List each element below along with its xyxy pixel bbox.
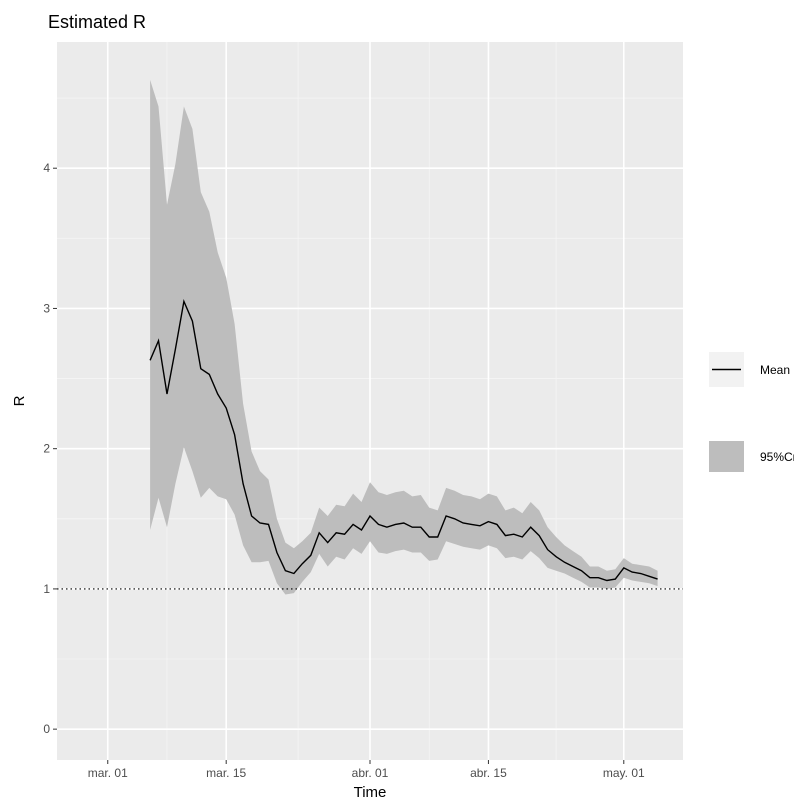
credible-interval-area	[150, 79, 658, 595]
y-tick-label: 0	[43, 722, 50, 736]
y-axis-title: R	[11, 395, 28, 406]
legend-key-band	[709, 441, 744, 472]
x-tick-label: abr. 15	[470, 766, 507, 780]
x-tick-label: may. 01	[603, 766, 645, 780]
y-tick-label: 2	[43, 442, 50, 456]
legend-label-mean: Mean	[760, 363, 790, 377]
y-axis: 0 1 2 3 4	[43, 161, 57, 736]
x-tick-label: mar. 01	[88, 766, 128, 780]
mean-line	[149, 298, 658, 582]
chart-title: Estimated R	[48, 12, 146, 32]
y-tick-label: 4	[43, 161, 50, 175]
x-axis: mar. 01 mar. 15 abr. 01 abr. 15 may. 01	[88, 760, 645, 780]
x-axis-title: Time	[354, 784, 387, 801]
legend: Mean 95%CrI	[709, 352, 794, 472]
credible-interval-band	[150, 79, 658, 595]
x-tick-label: abr. 01	[352, 766, 389, 780]
y-tick-label: 1	[43, 582, 50, 596]
legend-label-band: 95%CrI	[760, 450, 794, 464]
mean-series-line	[149, 298, 658, 582]
y-tick-label: 3	[43, 301, 50, 315]
x-tick-label: mar. 15	[206, 766, 246, 780]
